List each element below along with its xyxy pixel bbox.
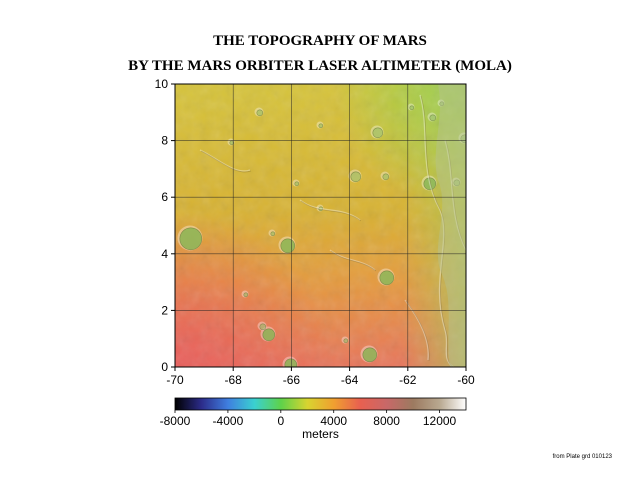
ridge <box>444 139 466 251</box>
ridge-shadow <box>405 300 430 362</box>
crater <box>453 179 461 187</box>
crater <box>280 238 296 254</box>
y-tick-label: 0 <box>161 360 168 374</box>
crater <box>343 338 349 344</box>
rugged-terrain <box>435 84 466 367</box>
source-note: from Plate grd 010123 <box>553 454 613 460</box>
colorbar-tick-label: -8000 <box>160 414 191 428</box>
crater <box>439 101 445 107</box>
crater <box>318 206 324 212</box>
x-tick-label: -68 <box>225 373 243 387</box>
terrain-features <box>177 84 466 367</box>
ridge-shadow <box>420 95 454 367</box>
crater <box>409 105 415 111</box>
crater <box>243 292 249 298</box>
x-tick-label: -66 <box>283 373 301 387</box>
y-tick-label: 4 <box>161 247 168 261</box>
y-tick-label: 8 <box>161 134 168 148</box>
crater-rim <box>451 177 461 187</box>
map-frame <box>174 83 467 368</box>
y-tick-label: 6 <box>161 190 168 204</box>
colorbar-ticks: -8000 -4000 0 4000 8000 12000 <box>160 410 457 428</box>
ridge <box>299 199 361 221</box>
crater <box>256 109 264 117</box>
crater <box>179 227 203 251</box>
colorbar-tick-label: 0 <box>277 414 284 428</box>
crater-rim <box>316 121 324 129</box>
crater-rim <box>427 112 437 122</box>
colorbar-tick-label: 12000 <box>423 414 457 428</box>
colorbar-unit-label: meters <box>302 427 339 441</box>
crater <box>423 177 437 191</box>
crater <box>382 173 390 181</box>
ridge <box>329 249 376 271</box>
ridge-shadow <box>300 200 362 222</box>
colorbar-tick-label: 4000 <box>320 414 347 428</box>
crater-rim <box>407 103 415 111</box>
crater <box>318 123 324 129</box>
crater-rim <box>254 107 264 117</box>
crater <box>262 328 276 342</box>
map-axes: -70 -68 -66 -64 -62 -60 0 2 4 6 8 10 <box>155 77 475 387</box>
crater-rim <box>257 321 267 331</box>
crater-rim <box>437 99 445 107</box>
colorbar-scale <box>174 397 467 411</box>
crater <box>259 323 267 331</box>
topography-map <box>174 83 467 368</box>
elevation-colorbar: -8000 -4000 0 4000 8000 12000 meters <box>160 397 467 441</box>
crater-rim <box>380 171 390 181</box>
x-tick-label: -64 <box>341 373 359 387</box>
crater <box>362 347 378 363</box>
y-tick-label: 10 <box>155 77 169 91</box>
colorbar-tick-label: -4000 <box>213 414 244 428</box>
crater <box>270 231 276 237</box>
crater-rim <box>268 229 276 237</box>
ridge-shadow <box>200 150 252 173</box>
crater-rim <box>292 179 300 187</box>
crater <box>372 127 384 139</box>
map-subtitle: BY THE MARS ORBITER LASER ALTIMETER (MOL… <box>128 58 512 74</box>
crater <box>429 114 437 122</box>
crater-rim <box>241 290 249 298</box>
crater <box>350 171 362 183</box>
x-tick-label: -60 <box>457 373 475 387</box>
crater-rim <box>227 138 235 146</box>
map-title: THE TOPOGRAPHY OF MARS <box>213 33 427 49</box>
crater-rim <box>341 336 349 344</box>
crater <box>294 181 300 187</box>
ridge <box>199 149 251 172</box>
x-tick-label: -62 <box>399 373 417 387</box>
ridge <box>404 299 429 361</box>
crater-rim <box>316 204 324 212</box>
colorbar-tick-label: 8000 <box>373 414 400 428</box>
y-tick-label: 2 <box>161 303 168 317</box>
crater <box>284 358 298 367</box>
ridge <box>419 94 455 367</box>
x-tick-label: -70 <box>166 373 184 387</box>
ridge-shadow <box>445 140 466 250</box>
crater <box>379 270 395 286</box>
